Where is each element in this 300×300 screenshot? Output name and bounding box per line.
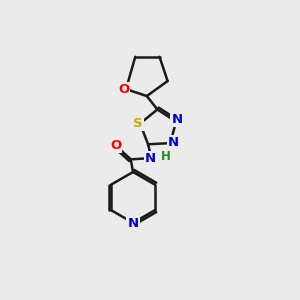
Text: O: O	[118, 82, 129, 96]
Text: S: S	[134, 117, 143, 130]
Text: O: O	[110, 139, 121, 152]
Text: N: N	[145, 152, 156, 165]
Text: N: N	[171, 113, 182, 126]
Text: H: H	[160, 151, 170, 164]
Text: N: N	[128, 218, 139, 230]
Text: N: N	[168, 136, 179, 149]
